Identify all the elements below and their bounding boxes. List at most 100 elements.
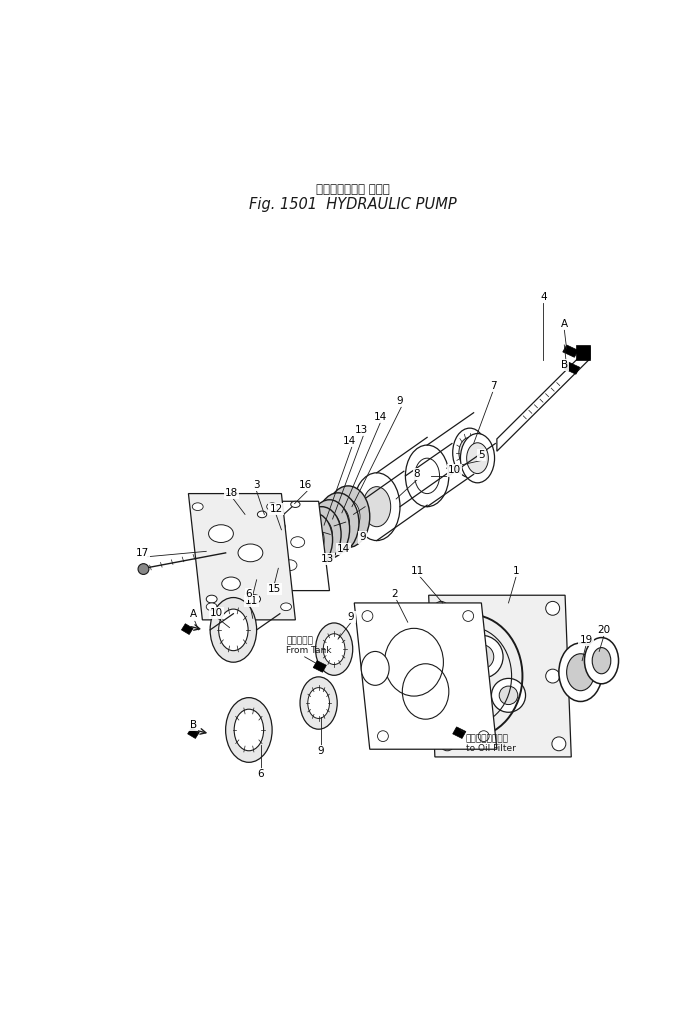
Ellipse shape xyxy=(209,525,234,542)
Ellipse shape xyxy=(234,709,264,750)
Ellipse shape xyxy=(434,669,448,683)
Ellipse shape xyxy=(559,643,602,702)
Ellipse shape xyxy=(316,623,353,675)
Text: 6: 6 xyxy=(257,769,264,779)
Ellipse shape xyxy=(304,525,325,555)
Text: B: B xyxy=(561,360,568,370)
Ellipse shape xyxy=(318,513,340,546)
Text: 10: 10 xyxy=(448,465,461,476)
Text: 14: 14 xyxy=(374,412,387,422)
Text: 3: 3 xyxy=(254,480,260,490)
Ellipse shape xyxy=(283,560,297,571)
Ellipse shape xyxy=(460,434,495,483)
Text: タンクから
From Tank: タンクから From Tank xyxy=(286,636,331,655)
Text: オイルフィルタへ
to Oil Filter: オイルフィルタへ to Oil Filter xyxy=(466,734,516,753)
Text: 13: 13 xyxy=(355,425,368,435)
Ellipse shape xyxy=(566,654,595,691)
Text: A: A xyxy=(189,609,196,620)
Polygon shape xyxy=(497,347,590,451)
Text: 1: 1 xyxy=(513,566,520,576)
Ellipse shape xyxy=(327,486,370,548)
Ellipse shape xyxy=(192,503,203,510)
Ellipse shape xyxy=(267,503,278,510)
Ellipse shape xyxy=(362,610,373,622)
Ellipse shape xyxy=(291,501,300,507)
Ellipse shape xyxy=(500,686,518,705)
Text: 9: 9 xyxy=(396,396,402,407)
Polygon shape xyxy=(354,603,497,749)
Text: 11: 11 xyxy=(411,566,424,576)
Ellipse shape xyxy=(323,634,345,664)
Polygon shape xyxy=(254,501,329,590)
Ellipse shape xyxy=(206,603,217,610)
Ellipse shape xyxy=(218,609,248,651)
Polygon shape xyxy=(576,345,590,360)
Ellipse shape xyxy=(267,549,281,559)
Ellipse shape xyxy=(300,677,337,729)
Text: 16: 16 xyxy=(299,480,312,490)
Polygon shape xyxy=(453,727,466,738)
Ellipse shape xyxy=(405,445,449,507)
Ellipse shape xyxy=(363,487,391,526)
Ellipse shape xyxy=(225,698,272,763)
Ellipse shape xyxy=(459,437,481,468)
Polygon shape xyxy=(564,362,580,374)
Ellipse shape xyxy=(311,519,332,550)
Ellipse shape xyxy=(309,500,349,559)
Ellipse shape xyxy=(327,506,349,539)
Ellipse shape xyxy=(491,678,526,712)
Polygon shape xyxy=(563,345,578,357)
Text: 4: 4 xyxy=(540,292,546,302)
Ellipse shape xyxy=(248,594,260,603)
Text: 9: 9 xyxy=(318,745,325,755)
Ellipse shape xyxy=(222,577,240,590)
Text: 7: 7 xyxy=(490,381,496,390)
Ellipse shape xyxy=(302,507,341,562)
Ellipse shape xyxy=(258,511,267,518)
Text: 18: 18 xyxy=(225,488,238,498)
Ellipse shape xyxy=(552,737,566,750)
Ellipse shape xyxy=(478,731,489,741)
Text: 2: 2 xyxy=(391,589,398,598)
Polygon shape xyxy=(188,494,296,620)
Text: 17: 17 xyxy=(136,548,150,558)
Text: 12: 12 xyxy=(269,504,282,514)
Ellipse shape xyxy=(206,595,217,603)
Polygon shape xyxy=(187,728,199,738)
Ellipse shape xyxy=(440,737,454,750)
Text: A: A xyxy=(561,319,568,330)
Ellipse shape xyxy=(378,731,389,741)
Text: 13: 13 xyxy=(320,554,333,564)
Text: 20: 20 xyxy=(597,625,610,635)
Ellipse shape xyxy=(469,645,494,669)
Text: 9: 9 xyxy=(360,532,366,542)
Ellipse shape xyxy=(238,544,263,562)
Polygon shape xyxy=(313,661,327,672)
Text: ハイドロリック ポンプ: ハイドロリック ポンプ xyxy=(316,183,389,196)
Ellipse shape xyxy=(353,473,400,540)
Text: B: B xyxy=(189,720,196,730)
Ellipse shape xyxy=(453,428,487,478)
Ellipse shape xyxy=(336,500,360,533)
Ellipse shape xyxy=(317,493,359,553)
Text: 6: 6 xyxy=(245,589,252,598)
Ellipse shape xyxy=(210,597,256,662)
Text: 9: 9 xyxy=(348,611,354,622)
Ellipse shape xyxy=(546,601,559,615)
Text: 14: 14 xyxy=(343,436,356,446)
Ellipse shape xyxy=(280,603,291,610)
Ellipse shape xyxy=(271,521,285,532)
Ellipse shape xyxy=(434,601,448,615)
Text: 14: 14 xyxy=(337,545,350,554)
Polygon shape xyxy=(429,595,571,756)
Text: 11: 11 xyxy=(245,595,258,605)
Text: 19: 19 xyxy=(579,635,593,645)
Ellipse shape xyxy=(460,635,503,678)
Ellipse shape xyxy=(308,687,329,719)
Ellipse shape xyxy=(546,669,559,683)
Ellipse shape xyxy=(584,638,619,683)
Ellipse shape xyxy=(291,536,305,548)
Text: 8: 8 xyxy=(413,469,420,480)
Text: 5: 5 xyxy=(478,450,484,460)
Polygon shape xyxy=(181,624,193,635)
